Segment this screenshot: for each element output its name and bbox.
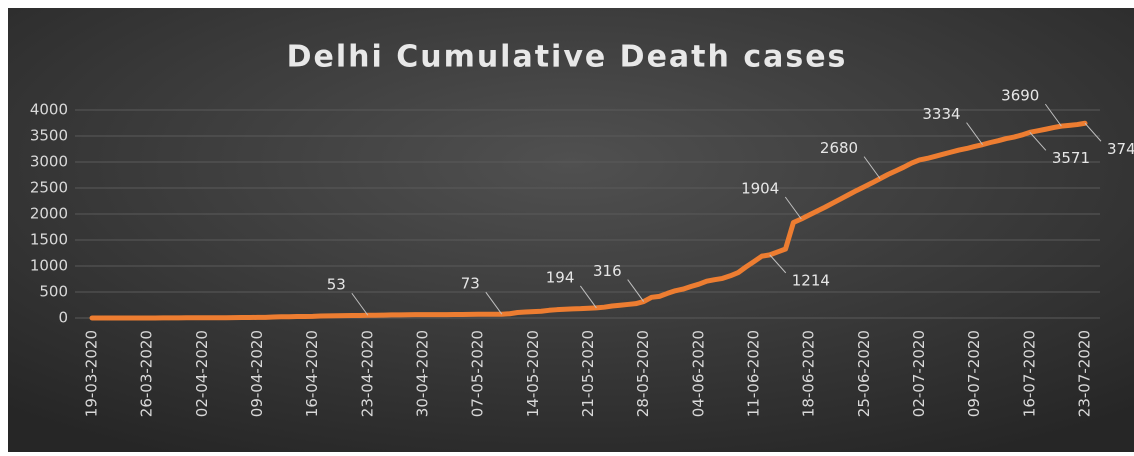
- x-tick-label: 11-06-2020: [745, 330, 763, 417]
- y-tick-label: 3000: [30, 153, 68, 171]
- x-tick-label: 16-04-2020: [303, 330, 321, 417]
- leader-line: [1084, 122, 1102, 142]
- y-tick-label: 0: [58, 309, 68, 327]
- data-label: 1214: [792, 271, 830, 289]
- y-tick-label: 500: [39, 283, 68, 301]
- chart-title: Delhi Cumulative Death cases: [287, 40, 848, 75]
- y-tick-label: 1000: [30, 257, 68, 275]
- x-tick-label: 09-07-2020: [965, 330, 983, 417]
- x-tick-label: 19-03-2020: [83, 330, 101, 417]
- x-tick-label: 07-05-2020: [469, 330, 487, 417]
- leader-line: [784, 196, 802, 220]
- leader-line: [1044, 103, 1062, 127]
- x-tick-label: 25-06-2020: [855, 330, 873, 417]
- x-tick-label: 21-05-2020: [579, 330, 597, 417]
- x-tick-label: 02-04-2020: [193, 330, 211, 417]
- leader-line: [1029, 131, 1047, 151]
- x-tick-label: 23-07-2020: [1076, 330, 1094, 417]
- leader-line: [863, 156, 881, 179]
- data-label: 2680: [820, 139, 858, 157]
- x-tick-label: 30-04-2020: [414, 330, 432, 417]
- x-tick-label: 28-05-2020: [634, 330, 652, 417]
- leader-line: [351, 292, 369, 316]
- leader-line: [485, 291, 503, 315]
- data-label: 3334: [922, 105, 960, 123]
- data-label: 3571: [1052, 149, 1090, 167]
- leader-line: [769, 254, 787, 274]
- x-tick-label: 26-03-2020: [138, 330, 156, 417]
- x-tick-label: 04-06-2020: [689, 330, 707, 417]
- leader-line: [966, 122, 983, 145]
- chart-background: [8, 8, 1134, 452]
- x-tick-label: 23-04-2020: [358, 330, 376, 417]
- x-tick-label: 14-05-2020: [524, 330, 542, 417]
- x-tick-label: 02-07-2020: [910, 330, 928, 417]
- y-tick-label: 3500: [30, 127, 68, 145]
- data-label: 194: [546, 268, 575, 286]
- x-tick-label: 16-07-2020: [1020, 330, 1038, 417]
- data-label: 316: [593, 262, 622, 280]
- y-tick-label: 2000: [30, 205, 68, 223]
- data-label: 53: [327, 276, 346, 294]
- y-tick-label: 1500: [30, 231, 68, 249]
- x-tick-label: 09-04-2020: [248, 330, 266, 417]
- data-line: [89, 120, 1088, 321]
- y-tick-label: 4000: [30, 101, 68, 119]
- data-label: 3690: [1001, 87, 1039, 105]
- leader-line: [579, 285, 597, 309]
- data-label: 1904: [741, 179, 779, 197]
- x-tick-label: 18-06-2020: [800, 330, 818, 417]
- y-tick-label: 2500: [30, 179, 68, 197]
- data-label: 73: [461, 275, 480, 293]
- leader-line: [627, 279, 645, 302]
- data-label: 3745: [1107, 140, 1134, 158]
